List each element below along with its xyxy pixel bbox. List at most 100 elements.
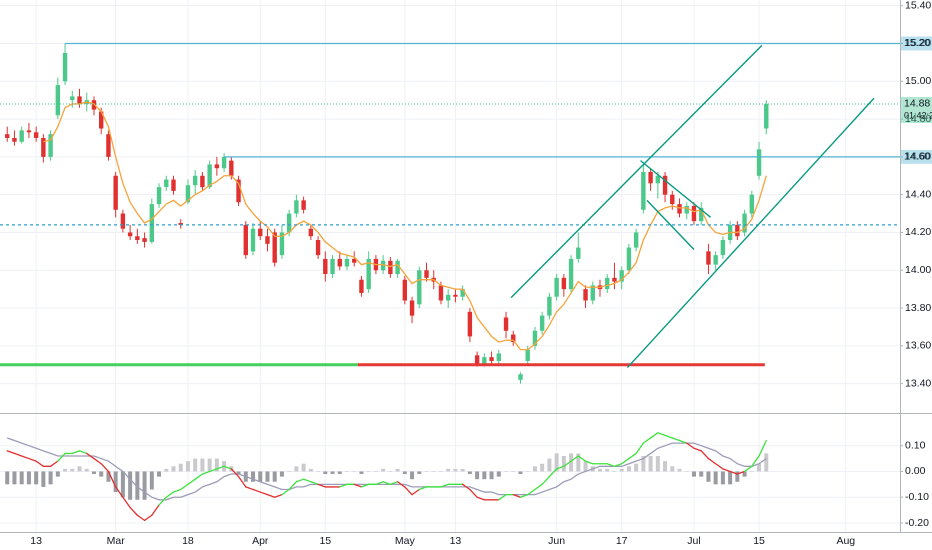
histogram-bar	[583, 461, 588, 472]
macd-line-segment	[187, 478, 196, 485]
macd-line-segment	[208, 468, 218, 473]
histogram-bar	[193, 458, 198, 472]
histogram-bar	[482, 471, 487, 480]
macd-line-segment	[28, 457, 37, 462]
macd-line-segment	[404, 486, 413, 496]
candle-body	[561, 277, 567, 290]
macd-line-segment	[418, 486, 428, 491]
macd-line-segment	[700, 450, 710, 460]
level-price-label: 14.88	[904, 98, 930, 110]
histogram-bar	[728, 471, 733, 485]
histogram-bar	[691, 471, 696, 477]
candle-body	[677, 204, 682, 214]
candle-body	[756, 149, 762, 176]
x-tick-label: Aug	[836, 535, 855, 547]
candle-body	[474, 355, 480, 365]
histogram-bar	[569, 453, 574, 472]
macd-line-segment	[93, 457, 102, 465]
candle-body	[764, 103, 769, 129]
candle-body	[200, 175, 205, 188]
histogram-bar	[63, 468, 68, 472]
histogram-bar	[540, 463, 545, 472]
candle-body	[330, 258, 335, 275]
candle-body	[511, 334, 516, 343]
histogram-bar	[344, 471, 349, 472]
histogram-bar	[352, 471, 357, 472]
histogram-bar	[48, 471, 53, 485]
macd-line-segment	[534, 483, 543, 491]
macd-line-segment	[678, 439, 688, 444]
candle-body	[482, 357, 487, 365]
histogram-bar	[699, 471, 704, 477]
signal-line	[7, 437, 767, 501]
histogram-bar	[265, 471, 270, 482]
trendline	[640, 160, 712, 218]
histogram-bar	[128, 471, 133, 500]
candle-body	[286, 213, 292, 233]
macd-line-segment	[288, 481, 298, 491]
candle-body	[605, 277, 610, 290]
macd-line-segment	[715, 463, 724, 470]
histogram-bar	[171, 466, 176, 472]
macd-line-segment	[751, 455, 760, 467]
candle-body	[684, 206, 689, 214]
y-tick-label: 0.00	[905, 465, 926, 477]
histogram-bar	[634, 463, 639, 472]
x-tick-label: 15	[319, 535, 331, 547]
macd-line-segment	[57, 452, 66, 462]
macd-line-segment	[216, 465, 225, 470]
x-tick-label: 13	[450, 535, 462, 547]
y-tick-label: 14.40	[905, 188, 931, 200]
axes: 13.40 13.60 13.80 14.00 14.20 14.40 14.60 14.80…	[30, 0, 932, 547]
macd-line-segment	[317, 483, 326, 488]
candle-body	[662, 175, 668, 195]
histogram-bar	[113, 471, 118, 493]
candle-body	[496, 353, 501, 361]
macd-line-segment	[707, 457, 717, 465]
candle-body	[48, 134, 53, 157]
candle-body	[156, 187, 162, 205]
histogram-bar	[626, 466, 631, 472]
histogram-bar	[561, 455, 566, 472]
candle-body	[532, 330, 538, 346]
candle-body	[503, 317, 509, 331]
candle-body	[279, 232, 285, 256]
histogram-bar	[504, 471, 509, 472]
level-price-tag	[901, 36, 932, 51]
y-tick-label: 15.20	[905, 37, 931, 49]
macd-line-segment	[339, 483, 348, 488]
macd-line-segment	[78, 450, 88, 455]
candle-body	[641, 171, 646, 210]
histogram-bar	[749, 471, 754, 472]
y-tick-label: 15.00	[905, 75, 931, 87]
candle-body	[243, 224, 248, 256]
candle-body	[265, 236, 270, 244]
candle-body	[315, 240, 321, 256]
candle-body	[453, 294, 458, 297]
macd-line-segment	[259, 491, 269, 496]
candle-body	[554, 277, 559, 297]
histogram-bar	[663, 461, 668, 472]
macd-line-segment	[129, 506, 138, 516]
y-tick-label: 15.40	[905, 0, 931, 11]
histogram-bar	[308, 468, 313, 472]
bar-countdown: 01:42:2	[904, 110, 932, 120]
candle-body	[648, 171, 653, 184]
histogram-bar	[475, 471, 480, 480]
candle-body	[192, 175, 198, 186]
candle-body	[547, 296, 552, 316]
candle-body	[619, 270, 624, 282]
y-tick-label: -0.10	[905, 491, 929, 503]
histogram-bar	[460, 468, 465, 472]
candle-body	[26, 130, 32, 133]
trendline	[626, 97, 875, 369]
histogram-bar	[605, 468, 610, 472]
histogram-bar	[648, 455, 653, 472]
histogram-bar	[438, 471, 443, 472]
macd-line-segment	[360, 483, 370, 488]
histogram-bar	[612, 471, 617, 472]
candle-body	[612, 277, 617, 282]
histogram-bar	[670, 466, 675, 472]
candle-body	[409, 300, 415, 316]
